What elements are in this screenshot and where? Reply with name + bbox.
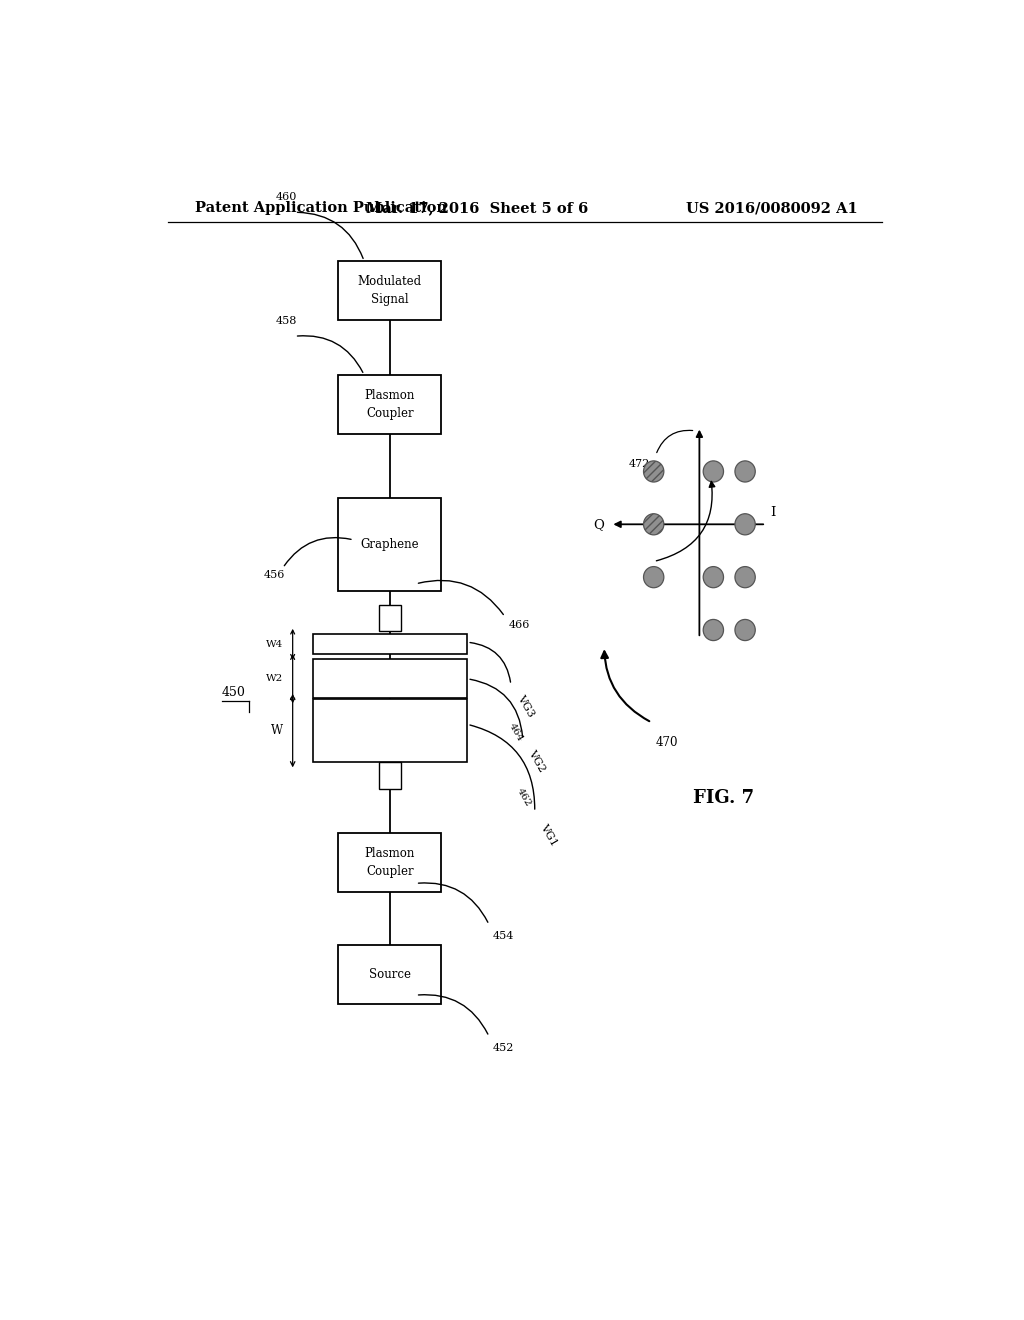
Ellipse shape (643, 461, 664, 482)
Bar (312, 660, 467, 698)
Text: Plasmon
Coupler: Plasmon Coupler (365, 389, 415, 420)
Bar (338, 945, 441, 1005)
Bar (338, 261, 441, 319)
Text: VG1: VG1 (539, 822, 559, 847)
Text: 458: 458 (276, 315, 297, 326)
Text: Plasmon
Coupler: Plasmon Coupler (365, 847, 415, 878)
Text: 466: 466 (509, 620, 530, 630)
Text: Mar. 17, 2016  Sheet 5 of 6: Mar. 17, 2016 Sheet 5 of 6 (366, 201, 589, 215)
Text: 460: 460 (276, 193, 297, 202)
Text: Modulated
Signal: Modulated Signal (357, 275, 422, 306)
Ellipse shape (703, 461, 724, 482)
Text: W2: W2 (266, 675, 284, 684)
Text: W4: W4 (266, 640, 284, 648)
Text: Patent Application Publication: Patent Application Publication (196, 201, 447, 215)
Ellipse shape (735, 461, 756, 482)
Text: 462: 462 (515, 787, 532, 808)
Ellipse shape (643, 513, 664, 535)
Bar (338, 833, 441, 892)
Text: FIG. 7: FIG. 7 (692, 788, 754, 807)
Text: 472: 472 (629, 459, 650, 469)
Text: W: W (271, 725, 284, 737)
Text: 456: 456 (264, 569, 286, 579)
Text: VG2: VG2 (526, 748, 548, 774)
Bar (379, 762, 401, 788)
Text: 470: 470 (655, 735, 678, 748)
Ellipse shape (703, 566, 724, 587)
Ellipse shape (735, 619, 756, 640)
Text: US 2016/0080092 A1: US 2016/0080092 A1 (686, 201, 858, 215)
Text: 464: 464 (507, 722, 524, 743)
Text: Source: Source (369, 968, 411, 981)
Ellipse shape (703, 619, 724, 640)
Bar (338, 375, 441, 434)
Bar (312, 634, 467, 655)
Ellipse shape (735, 566, 756, 587)
Bar (379, 605, 401, 631)
Text: Graphene: Graphene (360, 539, 419, 552)
Text: I: I (770, 506, 776, 519)
Text: 450: 450 (221, 686, 246, 700)
Bar (312, 700, 467, 762)
Ellipse shape (643, 566, 664, 587)
Bar (338, 498, 441, 591)
Text: 452: 452 (494, 1043, 514, 1052)
Text: Q: Q (593, 517, 604, 531)
Text: 454: 454 (494, 931, 514, 941)
Ellipse shape (735, 513, 756, 535)
Text: VG3: VG3 (515, 693, 536, 719)
